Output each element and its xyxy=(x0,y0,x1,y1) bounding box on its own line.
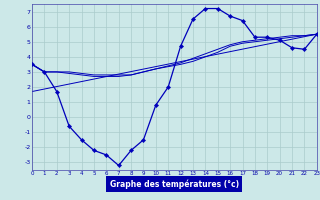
X-axis label: Graphe des températures (°c): Graphe des températures (°c) xyxy=(110,179,239,189)
